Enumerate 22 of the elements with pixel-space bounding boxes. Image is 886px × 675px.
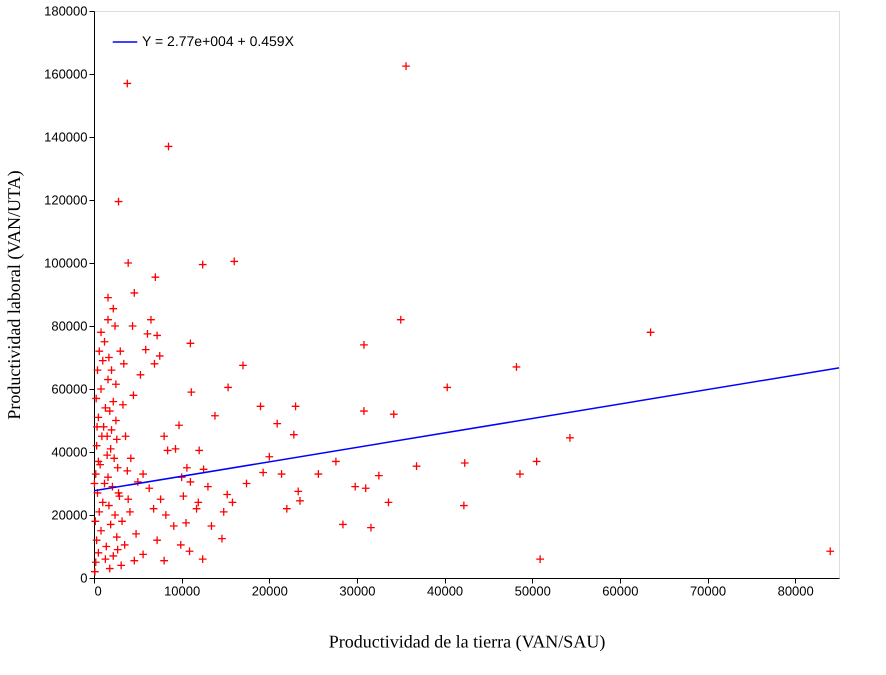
x-tick-label: 40000 — [427, 584, 464, 598]
x-tick-label: 30000 — [339, 584, 376, 598]
y-tick-label: 180000 — [44, 4, 88, 18]
x-tick-label: 0 — [94, 584, 102, 598]
x-tick-label: 70000 — [690, 584, 726, 598]
y-tick-label: 40000 — [51, 444, 88, 460]
y-tick-label: 0 — [80, 570, 88, 586]
x-tick-label: 80000 — [778, 584, 814, 598]
x-tick-label: 10000 — [164, 584, 200, 598]
y-tick-label: 140000 — [44, 130, 88, 144]
y-tick-label: 100000 — [44, 256, 88, 270]
y-axis-title: Productividad laboral (VAN/UTA) — [4, 170, 24, 420]
x-axis-title: Productividad de la tierra (VAN/SAU) — [328, 632, 606, 652]
x-tick-label: 50000 — [514, 584, 551, 598]
y-tick-label: 160000 — [44, 66, 88, 82]
x-tick-label: 20000 — [252, 584, 288, 598]
y-tick-label: 20000 — [51, 508, 88, 522]
y-tick-label: 80000 — [51, 318, 88, 334]
y-tick-label: 60000 — [51, 382, 88, 396]
y-tick-label: 120000 — [44, 192, 88, 208]
legend-label: Y = 2.77e+004 + 0.459X — [142, 33, 295, 49]
x-tick-label: 60000 — [602, 584, 638, 598]
